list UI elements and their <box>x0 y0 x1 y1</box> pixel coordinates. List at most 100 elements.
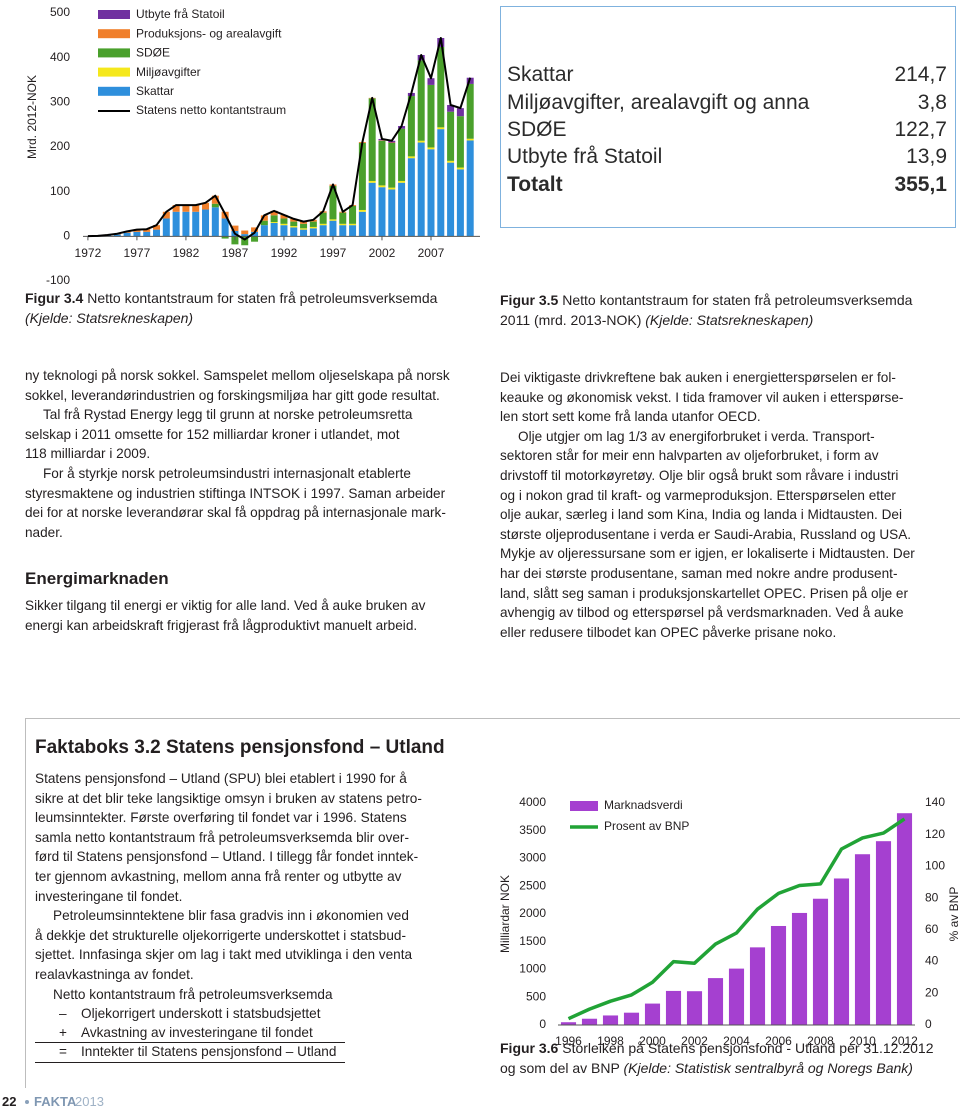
bar <box>417 140 425 143</box>
legend-swatch <box>98 29 130 39</box>
legend-label: Produksjons- og arealavgift <box>136 26 282 40</box>
bar <box>172 211 180 237</box>
bar <box>231 225 239 231</box>
text-line: keauke og økonomisk vekst. I tida framov… <box>500 389 904 405</box>
fact-box-text: Statens pensjonsfond – Utland (SPU) blei… <box>35 769 422 1063</box>
paragraph: Sikker tilgang til energi er viktig for … <box>25 596 450 635</box>
bar <box>260 220 268 226</box>
text-line: sjettet. Innfasinga skjer om lag i takt … <box>35 947 413 963</box>
y-tick-label: 400 <box>50 50 70 64</box>
legend-swatch <box>98 10 130 19</box>
row-value: 3,8 <box>917 91 947 114</box>
y-tick-label: 4000 <box>519 795 546 809</box>
text-column: Dei viktigaste drivkreftene bak auken i … <box>500 368 915 642</box>
row-label: Skattar <box>507 63 574 86</box>
text-line: land, slått seg saman i produksjonskarte… <box>500 585 909 601</box>
bar <box>329 220 337 237</box>
x-tick-label: 1982 <box>173 246 200 260</box>
formula-sign: – <box>59 1006 67 1022</box>
text-line: ny teknologi på norsk sokkel. Samspelet … <box>25 368 450 383</box>
paragraph: ny teknologi på norsk sokkel. Samspelet … <box>25 366 450 405</box>
text-line: Sikker tilgang til energi er viktig for … <box>25 598 426 614</box>
bar <box>329 219 337 221</box>
x-tick-label: 1972 <box>75 246 102 260</box>
text-line: Tal frå Rystad Energy legg til grunn at … <box>43 407 413 423</box>
bar <box>427 147 435 150</box>
figure-caption: Figur 3.4 Netto kontantstraum for staten… <box>25 288 437 328</box>
bar <box>466 140 474 237</box>
bar <box>339 223 347 226</box>
formula-text: Inntekter til Statens pensjonsfond – Utl… <box>81 1044 337 1060</box>
y2-tick-label: 140 <box>925 795 945 809</box>
bar <box>162 218 170 237</box>
bar <box>398 128 406 181</box>
bar <box>875 841 892 1025</box>
table-total: Totalt 355,1 <box>507 173 947 197</box>
x-tick-label: 1977 <box>124 246 151 260</box>
paragraph: Statens pensjonsfond – Utland (SPU) blei… <box>35 769 422 906</box>
text-line: For å styrkje norsk petroleumsindustri i… <box>43 465 411 481</box>
fact-box-title: Faktaboks 3.2 Statens pensjonsfond – Utl… <box>35 737 445 758</box>
table-row: SDØE 122,7 <box>507 118 947 142</box>
bar <box>280 218 288 224</box>
x-tick-label: 2007 <box>418 246 445 260</box>
bar <box>270 222 278 223</box>
text-column: ny teknologi på norsk sokkel. Samspelet … <box>25 366 450 636</box>
text-line: har dei største produsentane, saman med … <box>500 565 898 581</box>
bar <box>623 1012 640 1025</box>
y-tick-label: 200 <box>50 139 70 153</box>
bar <box>388 189 396 237</box>
formula-row: = Inntekter til Statens pensjonsfond – Ut… <box>35 1043 345 1063</box>
bar <box>358 211 366 237</box>
y-tick-label: 500 <box>526 989 546 1003</box>
legend-swatch <box>98 86 130 96</box>
bar <box>113 234 121 237</box>
caption-line: og som del av BNP (Kjelde: Statistisk se… <box>500 1058 934 1078</box>
bar <box>398 182 406 237</box>
y-tick-label: 100 <box>50 184 70 198</box>
legend-label: SDØE <box>136 46 170 60</box>
bar <box>280 214 288 219</box>
bar <box>728 968 745 1025</box>
text-line: å dekkje det strukturelle oljekorrigerte… <box>35 927 406 943</box>
bar <box>447 111 455 161</box>
bar <box>251 231 259 237</box>
y-tick-label: 3000 <box>519 851 546 865</box>
bar <box>309 221 317 227</box>
bar <box>456 108 464 117</box>
bar <box>388 142 396 188</box>
bar <box>686 991 703 1025</box>
legend-label: Miljøavgifter <box>136 65 201 79</box>
bar <box>417 142 425 237</box>
bar <box>388 187 396 190</box>
bar <box>270 222 278 237</box>
bar <box>368 182 376 237</box>
bar <box>437 127 445 130</box>
bar <box>407 156 415 159</box>
bar <box>211 203 219 208</box>
text-line: len stort sett kome frå landa utanfor OE… <box>500 409 761 425</box>
bar <box>300 229 308 237</box>
footer-year: 2013 <box>75 1094 104 1109</box>
bar <box>290 221 298 227</box>
text-line: Mykje av oljeressursane som er igjen, er… <box>500 546 915 562</box>
x-tick-label: 2002 <box>369 246 396 260</box>
bar <box>241 236 249 246</box>
bar <box>300 223 308 229</box>
figure-label: Figur 3.5 <box>500 292 559 308</box>
bar <box>407 158 415 237</box>
y2-tick-label: 0 <box>925 1017 932 1031</box>
text-line: Netto kontantstraum frå petroleumsverkse… <box>53 986 333 1002</box>
bar <box>349 205 357 224</box>
bar <box>602 1015 619 1025</box>
formula-text: Oljekorrigert underskott i statsbudsjett… <box>81 1006 321 1022</box>
y-tick-label: 0 <box>539 1017 546 1031</box>
formula-row: + Avkastning av investeringane til fondet <box>35 1024 345 1044</box>
text-line: realavkastninga av fondet. <box>35 966 194 982</box>
bar <box>456 167 464 170</box>
bar <box>231 236 239 245</box>
text-line: eller redusere tilbodet kan OPEC påverke… <box>500 624 837 640</box>
text-line: største oljeprodusentane i verda er Saud… <box>500 526 912 542</box>
bar <box>560 1022 577 1025</box>
legend-label: Utbyte frå Statoil <box>136 7 225 21</box>
